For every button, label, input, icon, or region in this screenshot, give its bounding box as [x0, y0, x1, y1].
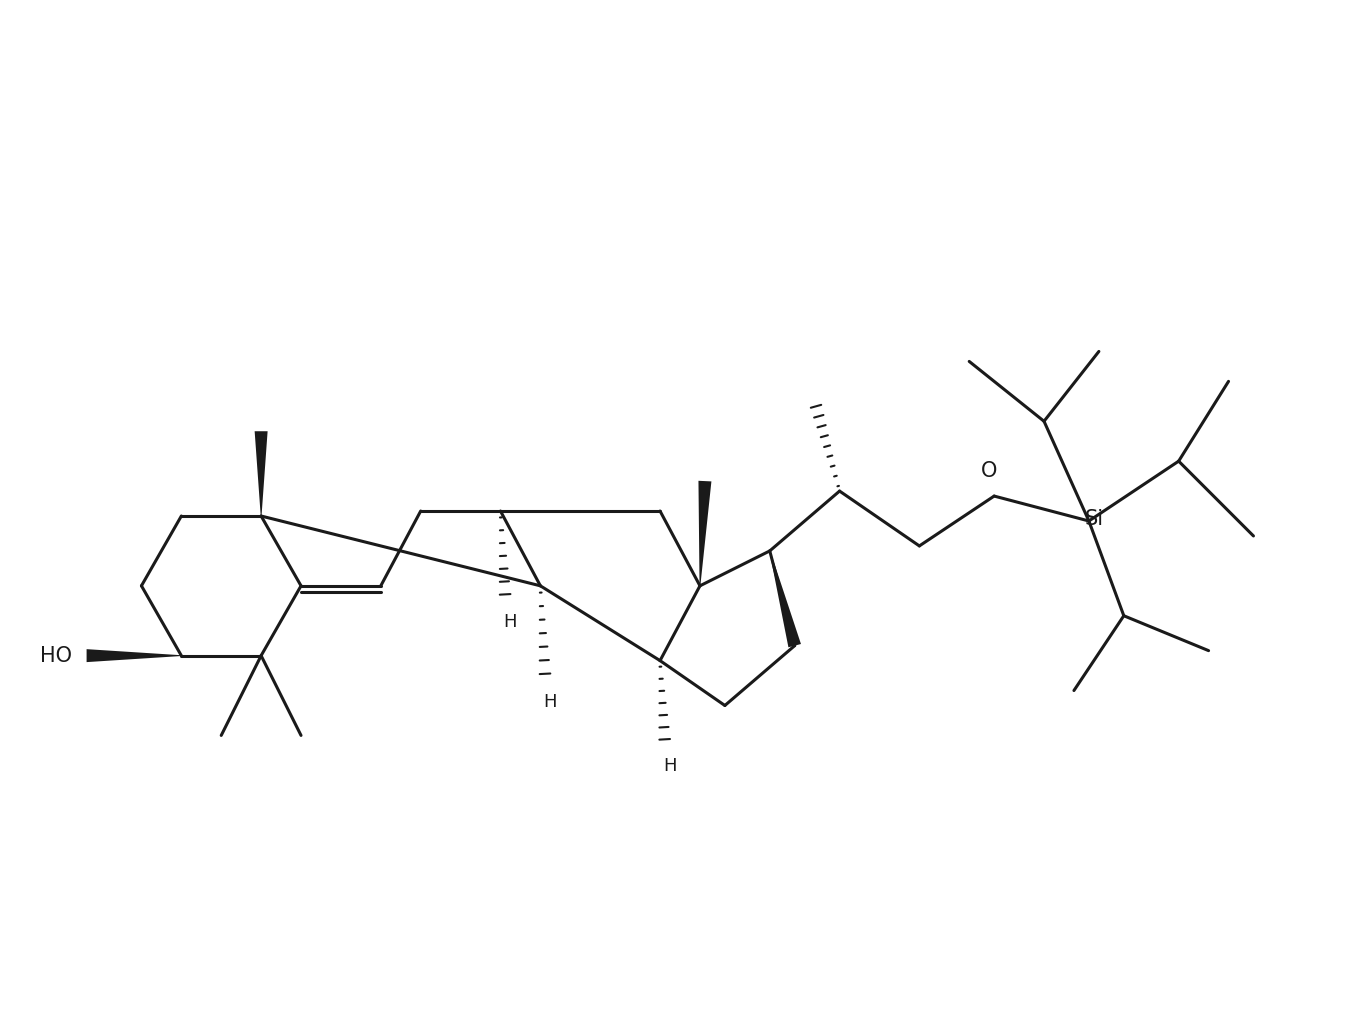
Text: H: H — [503, 612, 517, 631]
Text: Si: Si — [1084, 509, 1103, 529]
Polygon shape — [770, 551, 801, 648]
Text: HO: HO — [39, 645, 72, 665]
Text: O: O — [981, 461, 997, 481]
Polygon shape — [87, 650, 181, 662]
Text: H: H — [664, 757, 677, 775]
Text: H: H — [544, 692, 558, 711]
Polygon shape — [699, 481, 711, 585]
Polygon shape — [254, 431, 268, 516]
